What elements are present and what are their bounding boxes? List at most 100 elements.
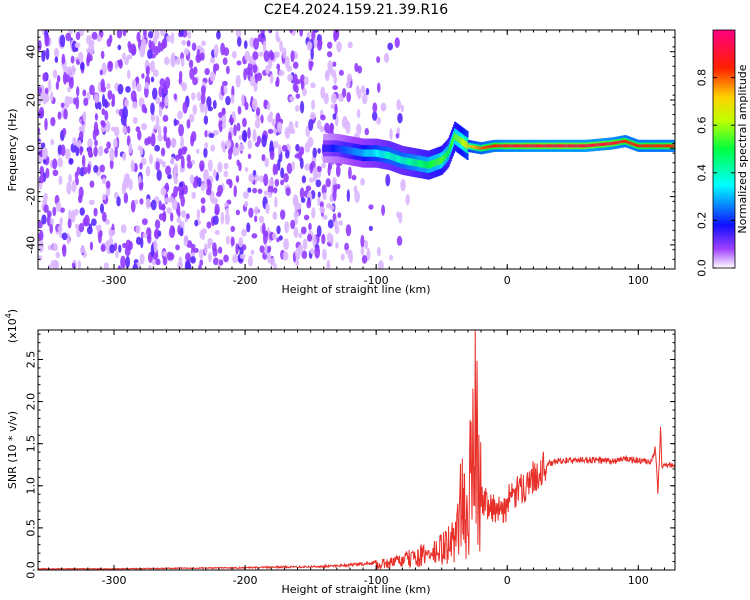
noise-cell [158, 85, 163, 98]
noise-cell [201, 40, 206, 47]
signal-cell [548, 144, 551, 148]
noise-cell [208, 251, 212, 263]
noise-cell [178, 256, 183, 267]
noise-cell [203, 169, 210, 182]
noise-cell [368, 225, 373, 231]
noise-cell [118, 58, 123, 69]
noise-cell [52, 206, 57, 217]
noise-cell [175, 244, 180, 251]
noise-cell [151, 259, 157, 266]
noise-cell [162, 114, 169, 122]
noise-cell [223, 162, 229, 170]
noise-cell [41, 50, 46, 62]
noise-cell [145, 65, 150, 77]
noise-cell [252, 187, 258, 194]
noise-cell [236, 36, 242, 47]
signal-cell [465, 141, 468, 149]
noise-cell [252, 64, 258, 74]
signal-cell [384, 151, 387, 159]
signal-cell [635, 143, 638, 147]
noise-cell [308, 222, 312, 231]
noise-cell [332, 61, 337, 67]
colorbar-label: Normalized spectral amplitude [736, 64, 749, 233]
noise-cell [191, 42, 197, 52]
noise-cell [179, 30, 184, 37]
noise-cell [199, 160, 205, 171]
noise-cell [231, 50, 237, 59]
noise-cell [257, 188, 263, 194]
signal-cell [649, 144, 652, 148]
noise-cell [38, 40, 42, 51]
noise-cell [162, 257, 168, 266]
noise-cell [243, 68, 247, 81]
noise-cell [180, 210, 187, 218]
x-tick-label: -200 [233, 274, 258, 287]
signal-cell [586, 144, 589, 148]
signal-cell [349, 147, 352, 155]
noise-cell [235, 142, 239, 149]
signal-cell [583, 144, 585, 148]
noise-cell [89, 84, 95, 96]
x-tick-label: -100 [364, 574, 389, 587]
signal-cell [611, 141, 614, 145]
signal-cell [629, 141, 632, 145]
noise-cell [150, 60, 156, 73]
signal-cell [331, 144, 334, 152]
noise-cell [389, 128, 393, 140]
noise-cell [68, 173, 73, 184]
noise-cell [189, 67, 195, 80]
signal-cell [609, 142, 612, 146]
signal-cell [662, 144, 665, 148]
signal-cell [673, 144, 675, 148]
noise-cell [276, 225, 281, 235]
signal-cell [459, 136, 462, 144]
noise-cell [154, 230, 159, 237]
signal-cell [416, 159, 419, 167]
noise-cell [291, 161, 295, 171]
noise-cell [269, 52, 275, 61]
noise-cell [58, 175, 63, 186]
noise-cell [255, 141, 260, 148]
noise-cell [267, 245, 272, 252]
noise-cell [74, 208, 79, 216]
noise-cell [43, 192, 48, 202]
signal-cell [498, 144, 501, 148]
noise-cell [368, 204, 374, 210]
signal-cell [441, 156, 444, 164]
signal-cell [399, 155, 402, 164]
y-tick-label: 2.0 [25, 393, 38, 411]
noise-cell [338, 69, 344, 76]
noise-cell [43, 93, 50, 104]
noise-cell [201, 228, 207, 235]
noise-cell [115, 250, 119, 259]
noise-cell [43, 204, 49, 214]
signal-cell [569, 144, 572, 148]
signal-cell [336, 144, 339, 153]
noise-cell [269, 73, 274, 84]
noise-cell [72, 136, 77, 146]
noise-cell [276, 63, 281, 70]
noise-cell [266, 250, 271, 264]
noise-cell [125, 239, 132, 251]
noise-cell [230, 225, 236, 233]
noise-cell [306, 200, 312, 209]
noise-cell [309, 162, 314, 174]
signal-cell [440, 156, 443, 165]
noise-cell [126, 54, 133, 60]
snr-frame [37, 329, 676, 571]
noise-cell [96, 35, 102, 42]
noise-cell [222, 80, 228, 87]
signal-cell [398, 155, 401, 163]
signal-cell [622, 139, 625, 143]
noise-cell [55, 251, 60, 259]
noise-cell [330, 69, 336, 78]
noise-cell [238, 236, 244, 248]
noise-cell [376, 116, 382, 125]
noise-cell [247, 153, 252, 160]
noise-cell [222, 147, 226, 153]
noise-cell [299, 146, 305, 156]
snr-scale-exponent: 4 [4, 313, 13, 318]
noise-cell [309, 112, 316, 120]
noise-cell [257, 33, 263, 43]
noise-cell [61, 53, 66, 65]
